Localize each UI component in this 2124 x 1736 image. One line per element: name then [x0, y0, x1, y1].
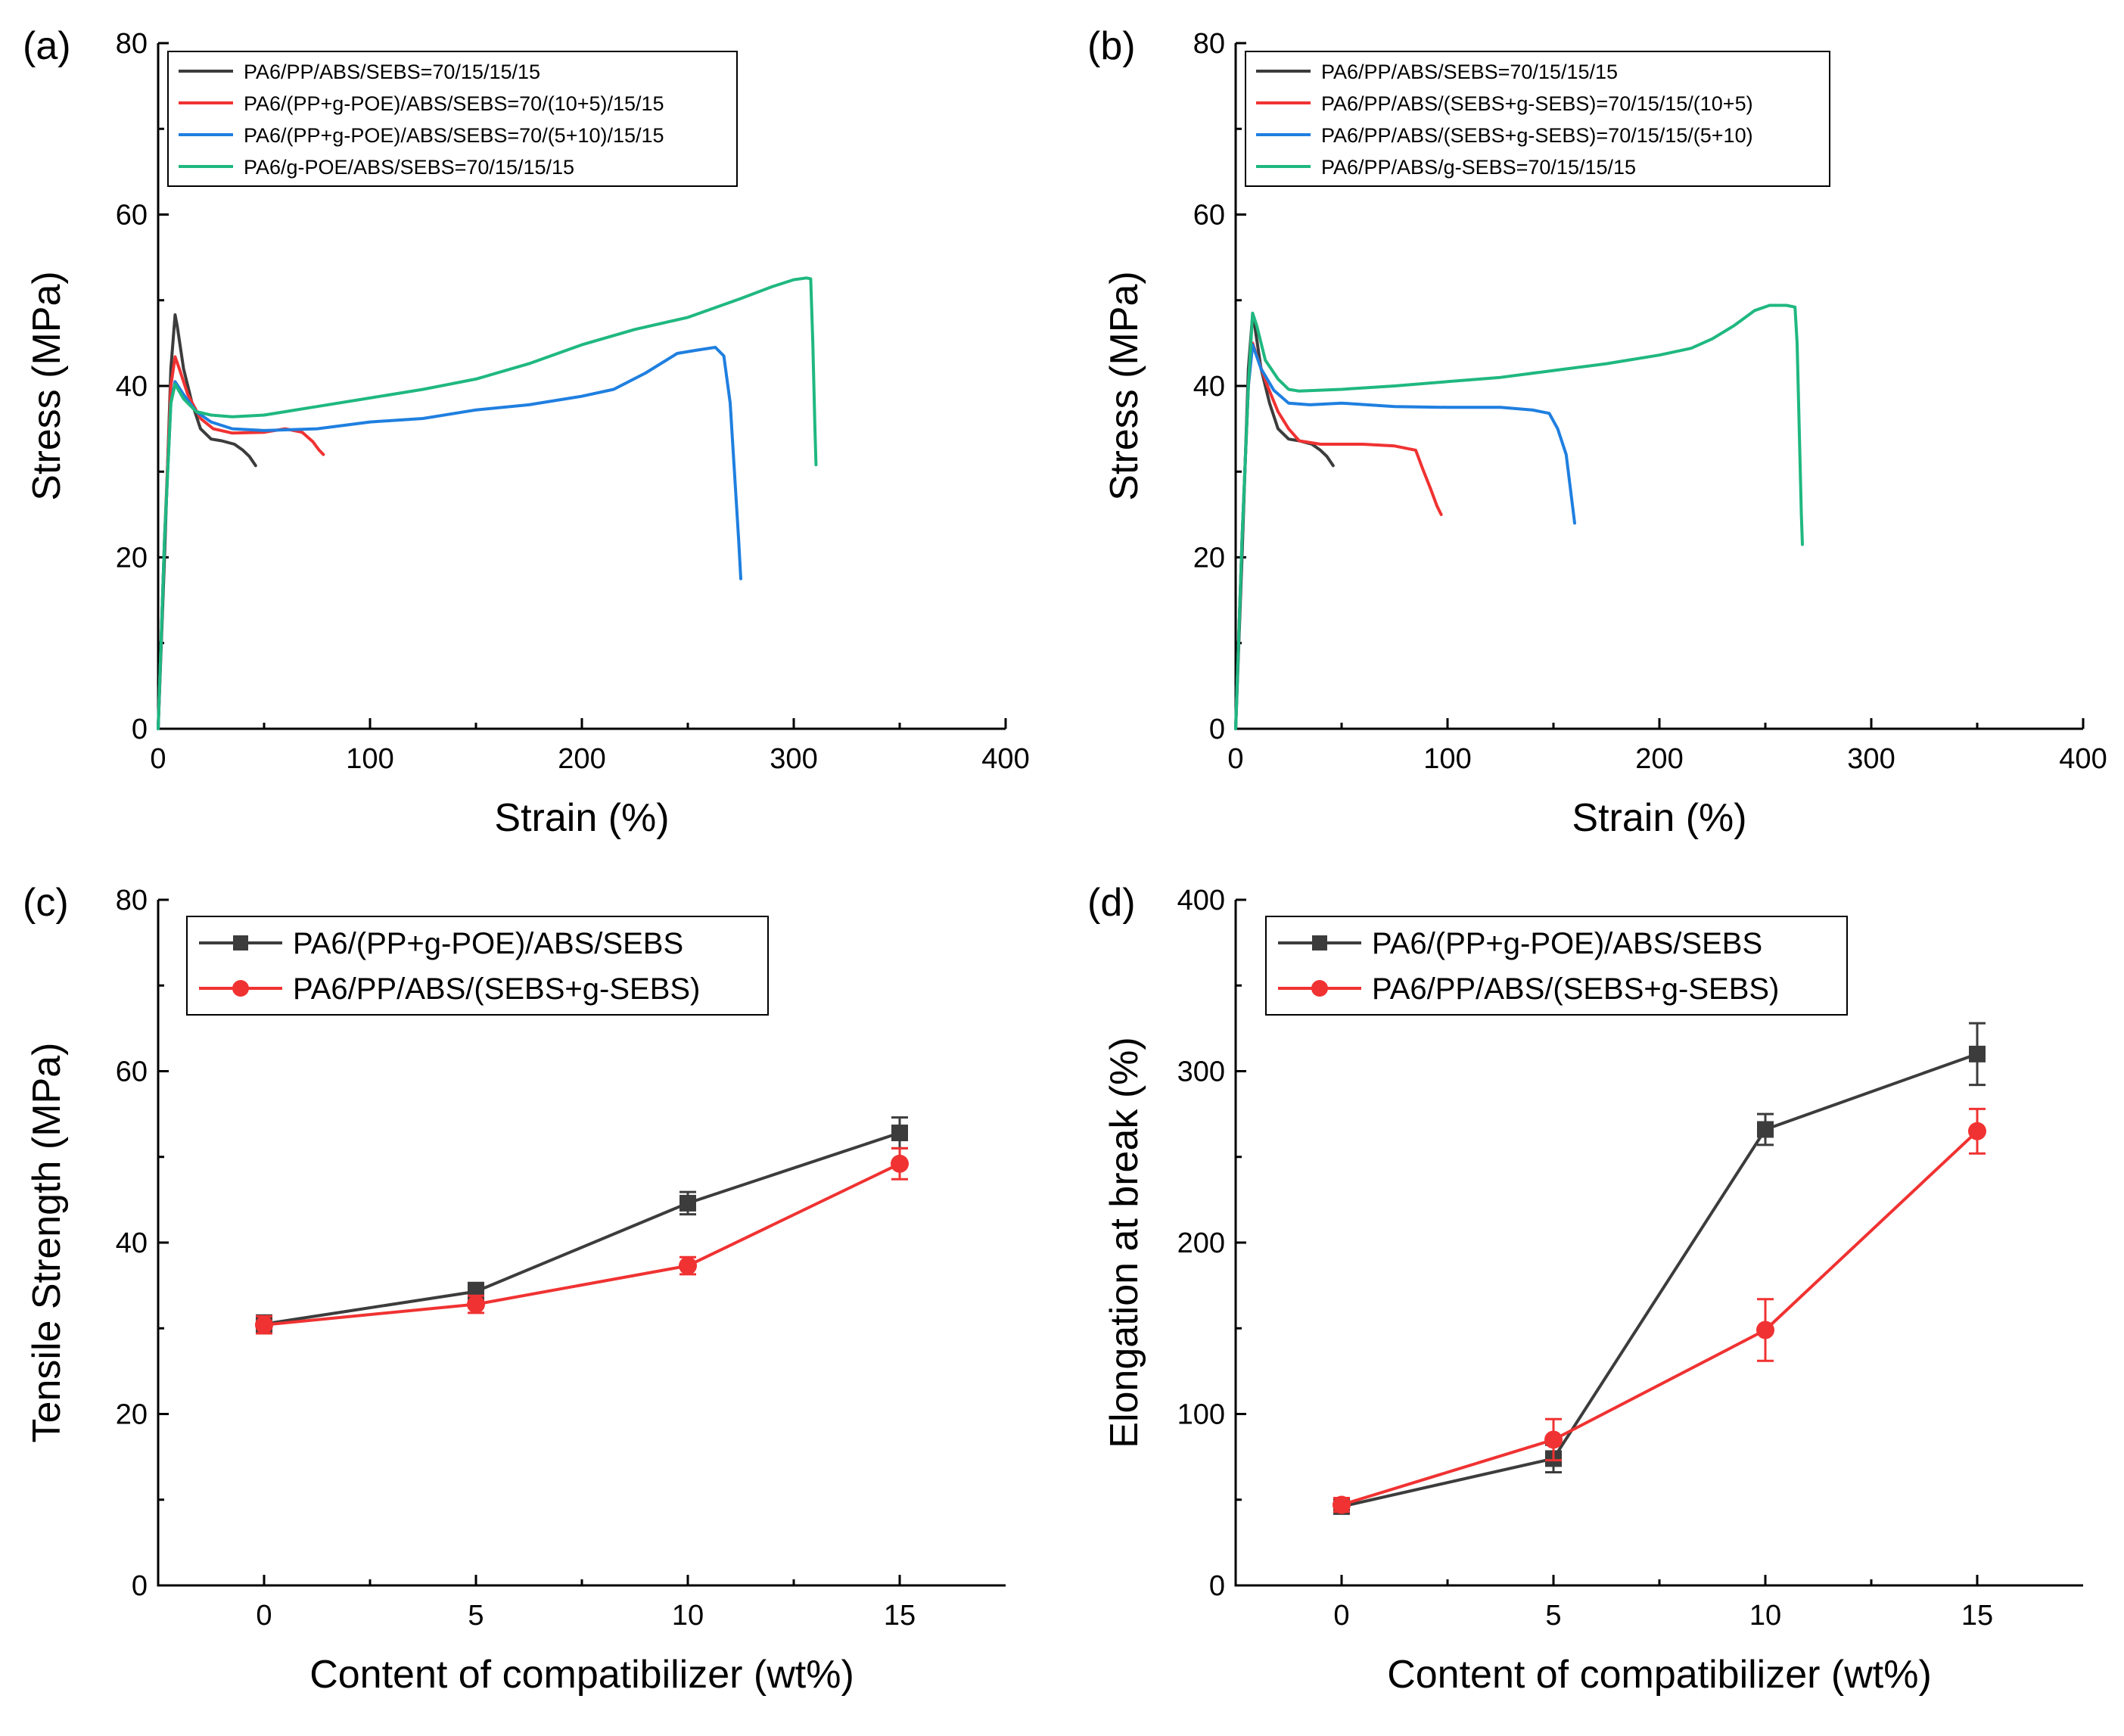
legend-box	[186, 916, 769, 1016]
y-tick-label: 20	[116, 1399, 148, 1431]
series-line	[157, 355, 325, 730]
x-tick-label: 100	[346, 743, 393, 775]
x-tick-label: 200	[1635, 743, 1683, 775]
x-tick-label: 15	[1961, 1600, 1993, 1632]
x-tick-label: 15	[884, 1600, 916, 1632]
x-tick-label: 0	[1227, 743, 1243, 775]
legend-label: PA6/(PP+g-POE)/ABS/SEBS	[293, 927, 683, 960]
series-line	[263, 1131, 901, 1326]
x-tick-label: 5	[1545, 1600, 1561, 1632]
legend-box	[167, 51, 738, 187]
series-line	[1340, 1129, 1979, 1507]
series-line	[1234, 303, 1804, 730]
legend-label: PA6/PP/ABS/SEBS=70/15/15/15	[1321, 61, 1618, 83]
data-point-circle	[255, 1315, 273, 1334]
series-line	[157, 313, 257, 730]
x-axis-label: Strain (%)	[494, 796, 669, 840]
y-axis-label: Elongation at break (%)	[1102, 1037, 1146, 1448]
series-line	[1234, 343, 1576, 730]
data-point-circle	[1968, 1122, 1986, 1140]
legend-marker	[232, 980, 249, 997]
data-point-circle	[679, 1256, 697, 1275]
legend-label: PA6/PP/ABS/g-SEBS=70/15/15/15	[1321, 156, 1636, 179]
panel-label: (d)	[1087, 881, 1136, 925]
data-point-square	[679, 1194, 696, 1212]
legend-label: PA6/g-POE/ABS/SEBS=70/15/15/15	[244, 156, 574, 179]
y-tick-label: 60	[116, 1056, 148, 1088]
series-line	[263, 1162, 901, 1327]
y-tick-label: 80	[116, 885, 148, 916]
legend-label: PA6/PP/ABS/(SEBS+g-SEBS)=70/15/15/(10+5)	[1321, 92, 1753, 115]
y-tick-label: 100	[1177, 1399, 1225, 1431]
data-point-circle	[891, 1154, 909, 1173]
y-tick-label: 40	[116, 371, 148, 403]
legend-box	[1265, 916, 1848, 1016]
series-line	[157, 346, 742, 730]
panel-c-tensile-strength-chart: (c) 0 20 40 60 80 0 5 10 15 Content of compatibili…	[23, 881, 1006, 1697]
legend-label: PA6/PP/ABS/SEBS=70/15/15/15	[244, 61, 540, 83]
x-tick-label: 300	[1847, 743, 1895, 775]
y-tick-label: 0	[1209, 714, 1225, 745]
y-tick-label: 40	[1193, 371, 1225, 403]
y-axis-label: Stress (MPa)	[1102, 271, 1146, 500]
y-tick-label: 200	[1177, 1227, 1225, 1259]
legend-box	[1245, 51, 1830, 187]
data-point-circle	[467, 1295, 485, 1314]
legend-marker	[1311, 980, 1328, 997]
x-tick-label: 300	[770, 743, 817, 775]
x-tick-label: 100	[1423, 743, 1471, 775]
series-line	[1340, 1052, 1979, 1508]
y-tick-label: 20	[116, 543, 148, 574]
panel-label: (a)	[23, 24, 71, 68]
y-tick-label: 60	[1193, 200, 1225, 232]
legend-label: PA6/(PP+g-POE)/ABS/SEBS=70/(10+5)/15/15	[244, 92, 664, 115]
x-tick-label: 0	[150, 743, 166, 775]
x-tick-label: 400	[981, 743, 1029, 775]
panel-a-stress-strain-chart: (a) 0 20 40 60 80 0 100 200 300 400 Strain (%) Stres…	[23, 24, 1030, 840]
y-axis-label: Tensile Strength (MPa)	[25, 1043, 69, 1443]
y-tick-label: 60	[116, 200, 148, 232]
y-tick-label: 80	[1193, 28, 1225, 60]
data-point-circle	[1333, 1495, 1351, 1514]
series-line	[157, 276, 818, 730]
x-tick-label: 200	[558, 743, 605, 775]
legend-label: PA6/PP/ABS/(SEBS+g-SEBS)	[1372, 972, 1779, 1006]
panel-label: (c)	[23, 881, 69, 925]
data-point-circle	[1544, 1430, 1563, 1449]
y-tick-label: 0	[1209, 1570, 1225, 1602]
panel-d-elongation-chart: (d) 0 100 200 300 400 0 5 10 15 Content of compati…	[1087, 881, 2083, 1697]
y-tick-label: 20	[1193, 543, 1225, 574]
y-axis-label: Stress (MPa)	[25, 271, 69, 500]
y-tick-label: 400	[1177, 885, 1225, 916]
y-tick-label: 0	[132, 1570, 148, 1602]
y-tick-label: 300	[1177, 1056, 1225, 1088]
data-point-square	[891, 1125, 908, 1142]
y-tick-label: 80	[116, 28, 148, 60]
data-point-square	[1757, 1121, 1774, 1138]
legend-label: PA6/PP/ABS/(SEBS+g-SEBS)	[293, 972, 700, 1006]
x-tick-label: 5	[468, 1600, 484, 1632]
legend-label: PA6/(PP+g-POE)/ABS/SEBS	[1372, 927, 1762, 960]
y-tick-label: 0	[132, 714, 148, 745]
x-tick-label: 0	[256, 1600, 272, 1632]
panel-label: (b)	[1087, 24, 1136, 68]
legend-label: PA6/PP/ABS/(SEBS+g-SEBS)=70/15/15/(5+10)	[1321, 124, 1753, 147]
x-axis-label: Content of compatibilizer (wt%)	[1387, 1653, 1932, 1697]
data-point-square	[1969, 1045, 1986, 1062]
x-tick-label: 10	[672, 1600, 704, 1632]
x-tick-label: 400	[2059, 743, 2107, 775]
x-tick-label: 0	[1333, 1600, 1349, 1632]
legend-marker	[233, 935, 248, 950]
data-point-circle	[1756, 1321, 1774, 1339]
y-tick-label: 40	[116, 1227, 148, 1259]
x-tick-label: 10	[1749, 1600, 1781, 1632]
legend-marker	[1312, 935, 1327, 950]
x-axis-label: Content of compatibilizer (wt%)	[309, 1653, 854, 1697]
x-axis-label: Strain (%)	[1572, 796, 1746, 840]
legend-label: PA6/(PP+g-POE)/ABS/SEBS=70/(5+10)/15/15	[244, 124, 664, 147]
panel-b-stress-strain-chart: (b) 0 20 40 60 80 0 100 200 300 400 Strain (%) Stres…	[1087, 24, 2107, 840]
series-line	[1234, 341, 1443, 730]
